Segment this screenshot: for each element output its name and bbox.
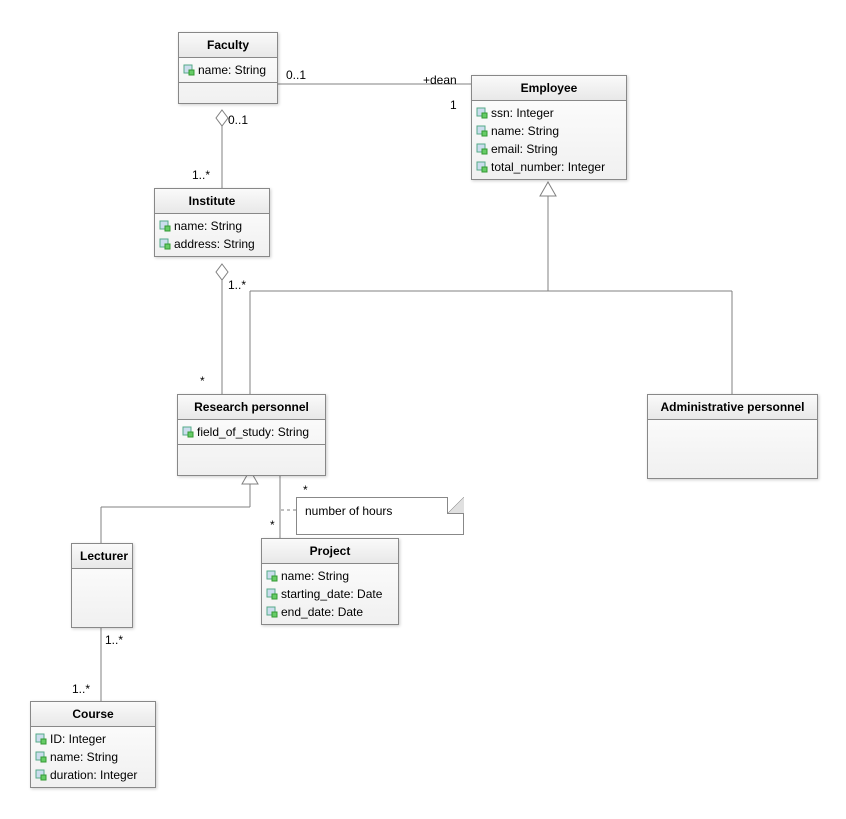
attribute-text: address: String xyxy=(174,237,255,251)
class-ops xyxy=(179,82,277,103)
class-body: name: String xyxy=(179,58,277,82)
class-title: Employee xyxy=(472,76,626,101)
attribute-icon xyxy=(266,606,278,618)
attribute-row: field_of_study: String xyxy=(182,423,321,441)
attribute-row: email: String xyxy=(476,140,622,158)
multiplicity-label: 0..1 xyxy=(286,68,306,82)
multiplicity-label: * xyxy=(270,518,275,532)
multiplicity-label: 1..* xyxy=(228,278,246,292)
attribute-row: name: String xyxy=(183,61,273,79)
class-course[interactable]: Course ID: Integer name: String duration… xyxy=(30,701,156,788)
multiplicity-label: 1 xyxy=(450,98,457,112)
attribute-row: ID: Integer xyxy=(35,730,151,748)
attribute-icon xyxy=(35,769,47,781)
class-institute[interactable]: Institute name: String address: String xyxy=(154,188,270,257)
class-body xyxy=(648,420,817,478)
attribute-icon xyxy=(476,125,488,137)
attribute-icon xyxy=(183,64,195,76)
class-administrative-personnel[interactable]: Administrative personnel xyxy=(647,394,818,479)
attribute-icon xyxy=(182,426,194,438)
attribute-row: end_date: Date xyxy=(266,603,394,621)
attribute-row: name: String xyxy=(159,217,265,235)
attribute-text: name: String xyxy=(198,63,266,77)
attribute-icon xyxy=(476,161,488,173)
multiplicity-label: * xyxy=(303,483,308,497)
class-title: Faculty xyxy=(179,33,277,58)
attribute-text: name: String xyxy=(491,124,559,138)
class-project[interactable]: Project name: String starting_date: Date… xyxy=(261,538,399,625)
attribute-row: duration: Integer xyxy=(35,766,151,784)
attribute-icon xyxy=(476,107,488,119)
class-research-personnel[interactable]: Research personnel field_of_study: Strin… xyxy=(177,394,326,476)
note-number-of-hours[interactable]: number of hours xyxy=(296,497,464,535)
multiplicity-label: 1..* xyxy=(105,633,123,647)
attribute-icon xyxy=(266,570,278,582)
class-body: ssn: Integer name: String email: String … xyxy=(472,101,626,179)
attribute-text: name: String xyxy=(50,750,118,764)
attribute-text: field_of_study: String xyxy=(197,425,309,439)
attribute-text: duration: Integer xyxy=(50,768,137,782)
role-label: +dean xyxy=(423,73,457,87)
multiplicity-label: 1..* xyxy=(72,682,90,696)
multiplicity-label: 1..* xyxy=(192,168,210,182)
class-body: name: String address: String xyxy=(155,214,269,256)
attribute-row: name: String xyxy=(266,567,394,585)
note-fold-icon xyxy=(447,497,464,514)
attribute-row: starting_date: Date xyxy=(266,585,394,603)
class-title: Lecturer xyxy=(72,544,132,569)
class-title: Institute xyxy=(155,189,269,214)
attribute-row: address: String xyxy=(159,235,265,253)
multiplicity-label: 0..1 xyxy=(228,113,248,127)
class-title: Administrative personnel xyxy=(648,395,817,420)
note-text: number of hours xyxy=(305,504,392,518)
class-body: name: String starting_date: Date end_dat… xyxy=(262,564,398,624)
class-faculty[interactable]: Faculty name: String xyxy=(178,32,278,104)
class-title: Research personnel xyxy=(178,395,325,420)
class-ops xyxy=(178,444,325,475)
class-lecturer[interactable]: Lecturer xyxy=(71,543,133,628)
attribute-icon xyxy=(266,588,278,600)
attribute-text: total_number: Integer xyxy=(491,160,605,174)
attribute-icon xyxy=(159,238,171,250)
attribute-text: name: String xyxy=(174,219,242,233)
class-title: Course xyxy=(31,702,155,727)
attribute-text: email: String xyxy=(491,142,558,156)
attribute-icon xyxy=(35,751,47,763)
attribute-icon xyxy=(35,733,47,745)
class-body xyxy=(72,569,132,627)
class-body: field_of_study: String xyxy=(178,420,325,444)
class-body: ID: Integer name: String duration: Integ… xyxy=(31,727,155,787)
attribute-text: end_date: Date xyxy=(281,605,363,619)
attribute-text: name: String xyxy=(281,569,349,583)
attribute-text: ID: Integer xyxy=(50,732,106,746)
class-title: Project xyxy=(262,539,398,564)
multiplicity-label: * xyxy=(200,374,205,388)
attribute-text: starting_date: Date xyxy=(281,587,382,601)
attribute-row: name: String xyxy=(476,122,622,140)
attribute-row: ssn: Integer xyxy=(476,104,622,122)
attribute-icon xyxy=(159,220,171,232)
class-employee[interactable]: Employee ssn: Integer name: String email… xyxy=(471,75,627,180)
attribute-text: ssn: Integer xyxy=(491,106,554,120)
attribute-row: total_number: Integer xyxy=(476,158,622,176)
attribute-row: name: String xyxy=(35,748,151,766)
attribute-icon xyxy=(476,143,488,155)
